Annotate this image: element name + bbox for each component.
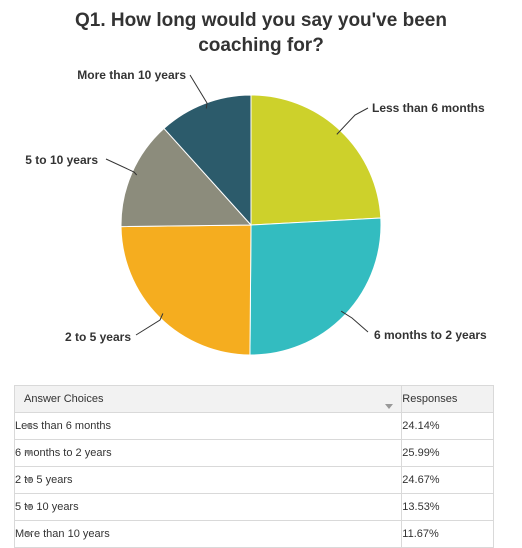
slice-label: More than 10 years [77,68,186,82]
pie-slice-5-to-10-years[interactable] [120,127,253,228]
leader-line [135,313,164,336]
answer-choices-header-label: Answer Choices [24,393,104,405]
answer-cell[interactable]: Less than 6 months [13,412,403,440]
leader-line [105,158,138,176]
leader-line [189,74,208,109]
chart-title-line-2: coaching for? [198,35,324,56]
answer-label: More than 10 years [15,528,110,540]
leader-line [340,310,369,333]
table-row: Less than 6 months 24.14% [13,412,494,440]
slice-label: 5 to 10 years [25,153,98,167]
response-value: 24.67% [401,466,494,494]
expand-caret-icon[interactable] [25,451,33,456]
answer-cell[interactable]: 2 to 5 years [13,466,403,494]
table-row: 6 months to 2 years 25.99% [13,439,494,467]
chart-title-line-1: Q1. How long would you say you've been [75,10,447,31]
pie-slice-more-than-10-years[interactable] [163,94,252,227]
answer-table-header: Answer Choices Responses [13,385,494,413]
responses-header: Responses [401,385,494,413]
answer-label: Less than 6 months [15,420,112,432]
pie-slice-6-months-to-2-years[interactable] [249,217,382,356]
chart-title: Q1. How long would you say you've been c… [0,8,522,58]
answer-label: 5 to 10 years [15,501,79,513]
answer-choices-header[interactable]: Answer Choices [13,385,403,413]
expand-caret-icon[interactable] [25,505,33,510]
response-value: 13.53% [401,493,494,521]
answer-cell[interactable]: More than 10 years [13,520,403,548]
expand-caret-icon[interactable] [25,424,33,429]
slice-label: Less than 6 months [372,101,485,115]
table-row: 2 to 5 years 24.67% [13,466,494,494]
expand-caret-icon[interactable] [25,532,33,537]
expand-caret-icon[interactable] [25,478,33,483]
leader-line [336,107,369,135]
answer-table: Answer Choices Responses Less than 6 mon… [13,385,494,548]
pie-slice-less-than-6-months[interactable] [250,94,382,226]
response-value: 11.67% [401,520,494,548]
pie-slice-2-to-5-years[interactable] [120,224,252,356]
slice-label: 2 to 5 years [65,330,131,344]
answer-cell[interactable]: 6 months to 2 years [13,439,403,467]
table-row: 5 to 10 years 13.53% [13,493,494,521]
table-row: More than 10 years 11.67% [13,520,494,548]
answer-cell[interactable]: 5 to 10 years [13,493,403,521]
pie-chart: Less than 6 months 6 months to 2 years 2 t… [25,68,487,356]
sort-caret-icon[interactable] [385,404,394,409]
answer-label: 2 to 5 years [15,474,73,486]
slice-label: 6 months to 2 years [374,328,487,342]
response-value: 24.14% [401,412,494,440]
response-value: 25.99% [401,439,494,467]
answer-label: 6 months to 2 years [15,447,112,459]
